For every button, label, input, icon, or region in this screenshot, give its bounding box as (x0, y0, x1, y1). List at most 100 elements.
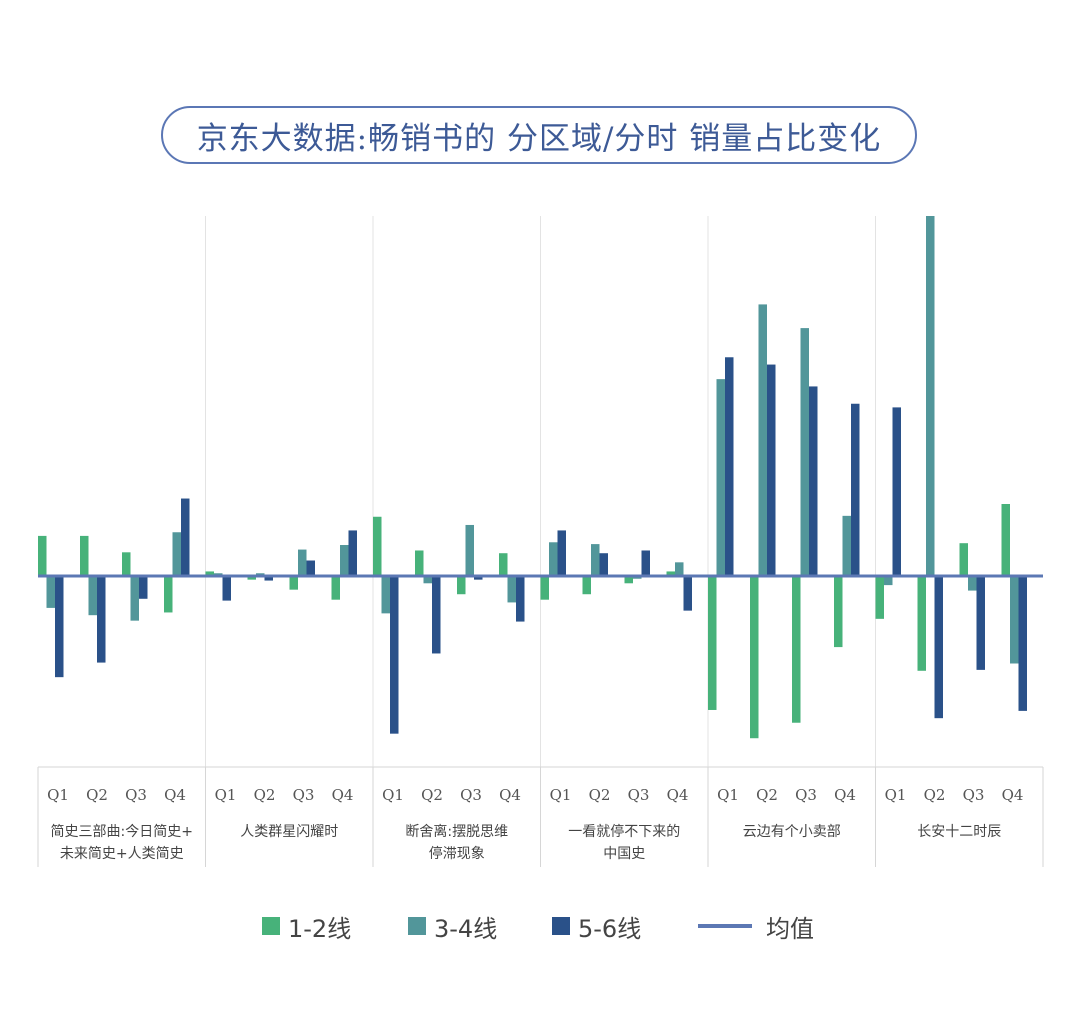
bar-3-4线-2-Q1 (381, 576, 390, 614)
bar-1-2线-2-Q2 (415, 550, 424, 576)
bar-5-6线-5-Q1 (892, 407, 901, 576)
group-label: 一看就停不下来的 (568, 823, 680, 840)
group-label: 停滞现象 (429, 845, 485, 862)
bar-5-6线-3-Q3 (641, 550, 650, 576)
quarter-label: Q2 (924, 786, 946, 804)
bar-1-2线-2-Q4 (499, 553, 508, 576)
bar-3-4线-4-Q2 (758, 304, 767, 576)
bar-1-2线-5-Q1 (875, 576, 884, 619)
quarter-label: Q3 (963, 786, 985, 804)
bar-3-4线-5-Q4 (1010, 576, 1019, 664)
bar-3-4线-1-Q3 (298, 549, 307, 576)
bar-1-2线-5-Q2 (917, 576, 926, 671)
bar-5-6线-4-Q2 (767, 364, 776, 576)
bar-3-4线-4-Q1 (716, 379, 725, 576)
bar-3-4线-0-Q1 (46, 576, 55, 608)
legend-line-swatch (698, 924, 752, 928)
bar-5-6线-4-Q4 (851, 403, 860, 576)
legend-label: 均值 (766, 914, 814, 943)
quarter-label: Q3 (628, 786, 650, 804)
bar-1-2线-1-Q2 (247, 576, 256, 580)
bar-5-6线-2-Q1 (390, 576, 399, 734)
bar-5-6线-3-Q4 (683, 576, 692, 611)
bar-3-4线-3-Q2 (591, 544, 600, 576)
bar-3-4线-5-Q1 (884, 576, 893, 586)
bar-1-2线-0-Q1 (38, 535, 47, 576)
group-label: 云边有个小卖部 (743, 824, 841, 840)
bar-3-4线-3-Q1 (549, 542, 558, 576)
bar-1-2线-4-Q4 (834, 576, 843, 648)
quarter-label: Q1 (885, 786, 907, 804)
group-label: 人类群星闪耀时 (240, 824, 338, 840)
bar-1-2线-2-Q1 (373, 516, 382, 576)
bar-3-4线-0-Q3 (130, 576, 139, 621)
bar-5-6线-0-Q3 (139, 576, 148, 599)
quarter-label: Q3 (293, 786, 315, 804)
bar-5-6线-2-Q2 (432, 576, 441, 654)
legend-item: 均值 (698, 906, 814, 946)
quarter-label: Q3 (460, 786, 482, 804)
legend-swatch (552, 917, 570, 935)
quarter-label: Q4 (667, 786, 689, 804)
bar-3-4线-0-Q2 (88, 576, 97, 616)
bar-5-6线-3-Q2 (599, 553, 608, 576)
bar-5-6线-4-Q1 (725, 357, 734, 576)
bar-3-4线-1-Q4 (340, 545, 349, 576)
bar-5-6线-5-Q2 (934, 576, 943, 719)
quarter-label: Q1 (47, 786, 69, 804)
quarter-label: Q4 (164, 786, 186, 804)
chart-area: Q1 Q2 Q3 Q4 简史三部曲:今日简史+ 未来简史+人类简史 Q1 Q2 Q3 Q4 人类群星… (37, 216, 1044, 867)
bar-3-4线-5-Q2 (926, 216, 935, 576)
bar-3-4线-0-Q4 (172, 532, 181, 576)
bar-3-4线-2-Q2 (423, 576, 432, 584)
group-label: 简史三部曲:今日简史+ (51, 823, 193, 840)
quarter-label: Q2 (254, 786, 276, 804)
quarter-label: Q1 (717, 786, 739, 804)
bar-5-6线-2-Q4 (516, 576, 525, 622)
group-label: 断舍离:摆脱思维 (405, 823, 508, 840)
chart-title: 京东大数据:畅销书的 分区域/分时 销量占比变化 (161, 106, 917, 164)
legend-item: 1-2线 (262, 906, 351, 946)
quarter-label: Q3 (795, 786, 817, 804)
legend-item: 5-6线 (552, 906, 641, 946)
quarter-label: Q2 (589, 786, 611, 804)
quarter-label: Q3 (125, 786, 147, 804)
bar-1-2线-1-Q3 (289, 576, 298, 590)
bar-5-6线-4-Q3 (809, 386, 818, 576)
bar-1-2线-3-Q1 (540, 576, 549, 600)
group-label: 未来简史+人类简史 (60, 845, 184, 862)
bar-5-6线-5-Q4 (1018, 576, 1027, 711)
legend-label: 1-2线 (288, 914, 352, 943)
quarter-label: Q1 (382, 786, 404, 804)
bar-1-2线-3-Q3 (624, 576, 633, 584)
quarter-label: Q1 (215, 786, 237, 804)
bar-5-6线-1-Q3 (306, 560, 315, 576)
bar-3-4线-2-Q3 (465, 524, 474, 576)
legend: 1-2线 3-4线 5-6线 均值 (0, 906, 1080, 946)
quarter-label: Q2 (756, 786, 778, 804)
legend-label: 5-6线 (578, 914, 642, 943)
group-label: 中国史 (603, 846, 645, 862)
quarter-label: Q4 (1002, 786, 1024, 804)
quarter-label: Q4 (499, 786, 521, 804)
quarter-label: Q4 (332, 786, 354, 804)
bar-5-6线-1-Q2 (264, 576, 273, 581)
bar-1-2线-3-Q4 (666, 571, 675, 576)
quarter-label: Q4 (834, 786, 856, 804)
bar-3-4线-5-Q3 (968, 576, 977, 591)
bar-5-6线-2-Q3 (474, 576, 483, 580)
bar-1-2线-2-Q3 (457, 576, 466, 595)
bar-1-2线-1-Q4 (331, 576, 340, 600)
bar-3-4线-2-Q4 (507, 576, 516, 603)
legend-swatch (262, 917, 280, 935)
bar-3-4线-4-Q4 (842, 515, 851, 576)
bar-5-6线-0-Q2 (97, 576, 106, 663)
bar-1-2线-0-Q4 (164, 576, 173, 613)
bar-5-6线-5-Q3 (976, 576, 985, 670)
legend-swatch (408, 917, 426, 935)
bar-1-2线-0-Q2 (80, 535, 89, 576)
bar-1-2线-3-Q2 (582, 576, 591, 595)
legend-label: 3-4线 (434, 914, 498, 943)
bar-3-4线-3-Q4 (675, 562, 684, 576)
bar-1-2线-4-Q3 (792, 576, 801, 723)
